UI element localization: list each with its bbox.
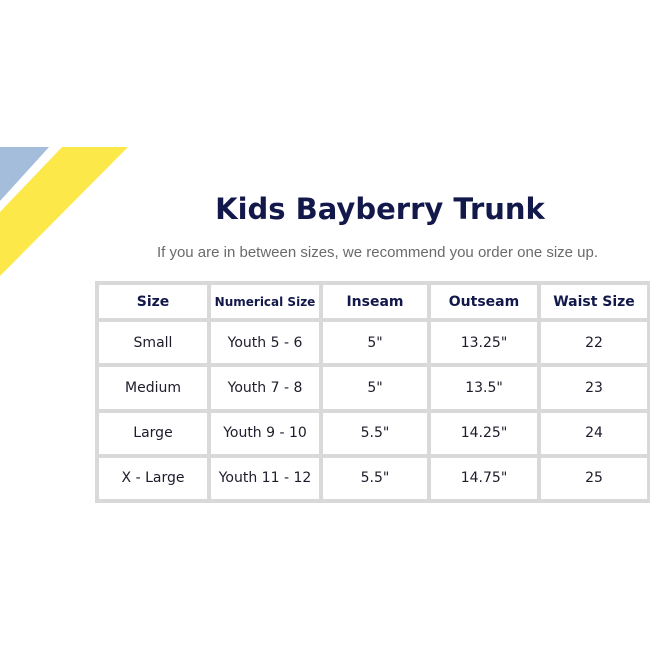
cell-outseam: 13.5" xyxy=(431,367,537,409)
cell-size: X - Large xyxy=(99,457,207,499)
size-table-frame: Size Numerical Size Inseam Outseam Waist… xyxy=(95,281,650,503)
table-row: Large Youth 9 - 10 5.5" 14.25" 24 xyxy=(99,412,647,454)
column-header-inseam: Inseam xyxy=(323,285,427,318)
blue-stripe xyxy=(0,147,49,201)
cell-size: Large xyxy=(99,412,207,454)
column-header-outseam: Outseam xyxy=(431,285,537,318)
corner-decoration-stripes xyxy=(0,147,128,276)
cell-size: Medium xyxy=(99,367,207,409)
yellow-stripe xyxy=(0,147,128,276)
column-header-size: Size xyxy=(99,285,207,318)
column-header-numerical-size: Numerical Size xyxy=(211,285,319,318)
cell-waist-size: 22 xyxy=(541,322,647,364)
cell-waist-size: 25 xyxy=(541,457,647,499)
table-row: X - Large Youth 11 - 12 5.5" 14.75" 25 xyxy=(99,457,647,499)
cell-numerical-size: Youth 11 - 12 xyxy=(211,457,319,499)
table-row: Small Youth 5 - 6 5" 13.25" 22 xyxy=(99,322,647,364)
table-header-row: Size Numerical Size Inseam Outseam Waist… xyxy=(99,285,647,318)
cell-outseam: 14.75" xyxy=(431,457,537,499)
cell-inseam: 5.5" xyxy=(323,457,427,499)
cell-outseam: 13.25" xyxy=(431,322,537,364)
cell-inseam: 5.5" xyxy=(323,412,427,454)
cell-waist-size: 23 xyxy=(541,367,647,409)
cell-size: Small xyxy=(99,322,207,364)
cell-inseam: 5" xyxy=(323,367,427,409)
page-title: Kids Bayberry Trunk xyxy=(215,192,545,226)
cell-waist-size: 24 xyxy=(541,412,647,454)
page-subtitle: If you are in between sizes, we recommen… xyxy=(156,244,599,261)
column-header-waist-size: Waist Size xyxy=(541,285,647,318)
cell-numerical-size: Youth 7 - 8 xyxy=(211,367,319,409)
cell-numerical-size: Youth 5 - 6 xyxy=(211,322,319,364)
size-table: Size Numerical Size Inseam Outseam Waist… xyxy=(95,281,650,503)
table-row: Medium Youth 7 - 8 5" 13.5" 23 xyxy=(99,367,647,409)
cell-outseam: 14.25" xyxy=(431,412,537,454)
cell-numerical-size: Youth 9 - 10 xyxy=(211,412,319,454)
cell-inseam: 5" xyxy=(323,322,427,364)
